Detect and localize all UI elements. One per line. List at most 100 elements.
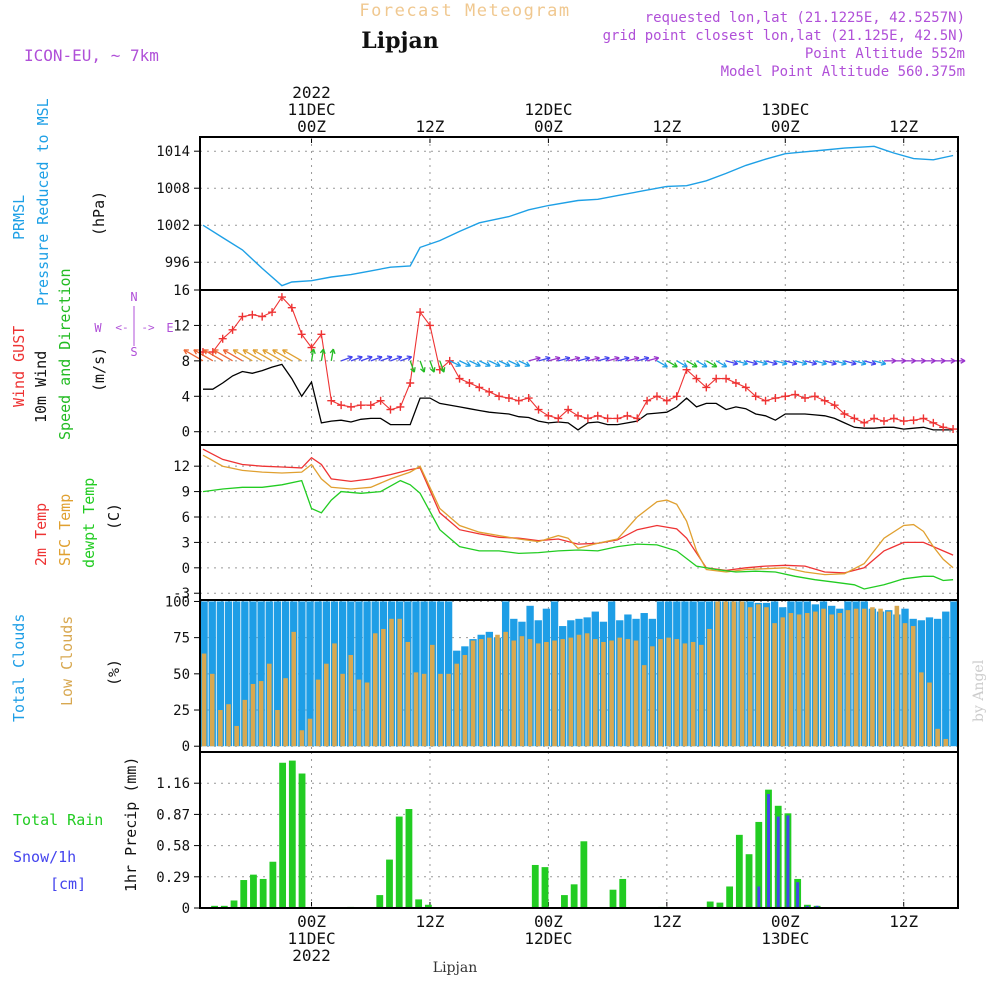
- compass-e: E: [166, 321, 173, 335]
- wind-dir-arrow: [775, 360, 788, 365]
- low-cloud-bar: [821, 608, 826, 747]
- wind-dir-arrow: [538, 357, 551, 362]
- wind-dir-arrow: [686, 360, 698, 368]
- low-cloud-bar: [478, 639, 484, 747]
- gust-marker: [731, 379, 740, 387]
- gust-marker: [870, 414, 879, 423]
- wind-dir-arrow: [705, 360, 718, 368]
- low-cloud-bar: [919, 672, 924, 747]
- wind-dir-arrowhead: [242, 349, 249, 355]
- total-cloud-bar: [281, 601, 290, 747]
- y-tick-label: 75: [173, 631, 190, 647]
- wind-dir-arrowhead: [524, 361, 531, 367]
- wind-dir-arrow: [203, 349, 224, 362]
- compass-w: W: [94, 321, 102, 335]
- wind-dir-arrowhead: [420, 367, 426, 373]
- gust-marker: [662, 396, 671, 405]
- low-cloud-bar: [446, 673, 451, 747]
- gust-marker: [889, 414, 898, 423]
- rain-bar: [415, 899, 423, 908]
- rain-bar: [250, 874, 257, 908]
- wind-dir-arrow: [518, 360, 530, 367]
- gust-marker: [603, 414, 612, 423]
- y-tick-label: 0: [182, 561, 190, 577]
- low-cloud-bar: [723, 601, 728, 747]
- low-cloud-bar: [861, 608, 867, 747]
- gust-marker: [504, 394, 513, 403]
- low-cloud-bar: [845, 610, 851, 747]
- wind-dir-arrowhead: [633, 355, 640, 362]
- low-cloud-bar: [519, 636, 525, 747]
- wind-10m-line: [203, 363, 954, 431]
- gust-marker: [524, 394, 533, 403]
- wind-dir-arrowhead: [319, 348, 326, 354]
- bottom-time-label: 12Z: [416, 912, 445, 931]
- y-tick-label: 8: [182, 354, 190, 370]
- top-time-label: 12Z: [889, 117, 918, 136]
- wind-dir-arrow: [232, 349, 253, 362]
- total-cloud-bar: [355, 601, 363, 747]
- wind-dir-arrow: [617, 357, 630, 362]
- y-tick-label: 4: [182, 389, 190, 405]
- gust-marker: [347, 402, 356, 411]
- gust-marker: [593, 411, 602, 420]
- gust-marker: [277, 293, 286, 302]
- precip-side-label: Total Rain Snow/1h [cm] 1hr Precip (mm): [13, 757, 140, 893]
- low-cloud-bar: [266, 663, 272, 747]
- wind-compass: N W E S <- ->: [94, 290, 173, 359]
- wind-dir-arrow: [320, 348, 325, 361]
- wind-dir-arrowhead: [960, 357, 966, 364]
- gust-marker: [672, 392, 681, 401]
- wind-dir-arrow: [330, 348, 334, 361]
- low-clouds-label: Low Clouds: [58, 616, 76, 706]
- low-cloud-bar: [242, 699, 248, 747]
- wind-dir-arrowhead: [594, 355, 600, 362]
- low-cloud-bar: [226, 704, 231, 747]
- rain-bar: [755, 821, 763, 908]
- wind-dir-arrowhead: [222, 349, 229, 355]
- top-time-label: 12DEC: [524, 100, 572, 119]
- rain-bar: [561, 895, 568, 908]
- gust-marker: [218, 334, 227, 343]
- wind-dir-arrow: [449, 360, 461, 367]
- footer-location: Lipjan: [433, 960, 477, 976]
- gust-marker: [949, 425, 958, 434]
- total-cloud-bar: [933, 618, 942, 747]
- low-cloud-bar: [593, 639, 598, 747]
- gust-marker: [929, 418, 938, 427]
- low-cloud-bar: [739, 601, 745, 747]
- low-cloud-bar: [462, 655, 468, 747]
- y-tick-label: 0.87: [156, 807, 190, 823]
- wind-dir-arrow: [567, 357, 580, 362]
- y-tick-label: 50: [173, 667, 190, 683]
- low-cloud-bar: [788, 613, 794, 747]
- y-tick-label: 12: [173, 459, 190, 475]
- wind-dir-arrow: [864, 360, 876, 365]
- gust-marker: [386, 405, 395, 414]
- gust-marker: [879, 417, 888, 426]
- gust-marker: [416, 308, 425, 317]
- wind-dir-arrowhead: [624, 355, 630, 362]
- gust-marker: [810, 392, 819, 401]
- wind-dir-arrowhead: [662, 362, 668, 368]
- wind-dir-arrow: [262, 349, 283, 362]
- low-cloud-bar: [894, 605, 900, 747]
- total-cloud-bar: [950, 601, 958, 747]
- top-time-label: 00Z: [534, 117, 563, 136]
- low-cloud-bar: [315, 679, 321, 747]
- low-cloud-bar: [804, 613, 810, 747]
- rain-bar: [230, 900, 238, 908]
- wind-dir-arrow: [400, 356, 412, 362]
- wind-dir-arrowhead: [711, 362, 718, 368]
- wind-dir-arrow: [785, 360, 798, 365]
- rain-bar: [288, 760, 296, 908]
- bottom-time-label: 13DEC: [761, 929, 809, 948]
- gust-marker: [652, 392, 661, 401]
- gust-marker: [376, 396, 385, 405]
- wind-dir-arrow: [844, 360, 857, 365]
- temp-sfc-label: SFC Temp: [56, 494, 74, 566]
- low-cloud-bar: [356, 679, 362, 747]
- low-cloud-bar: [780, 617, 786, 747]
- gust-marker: [860, 418, 869, 427]
- low-cloud-bar: [690, 641, 696, 747]
